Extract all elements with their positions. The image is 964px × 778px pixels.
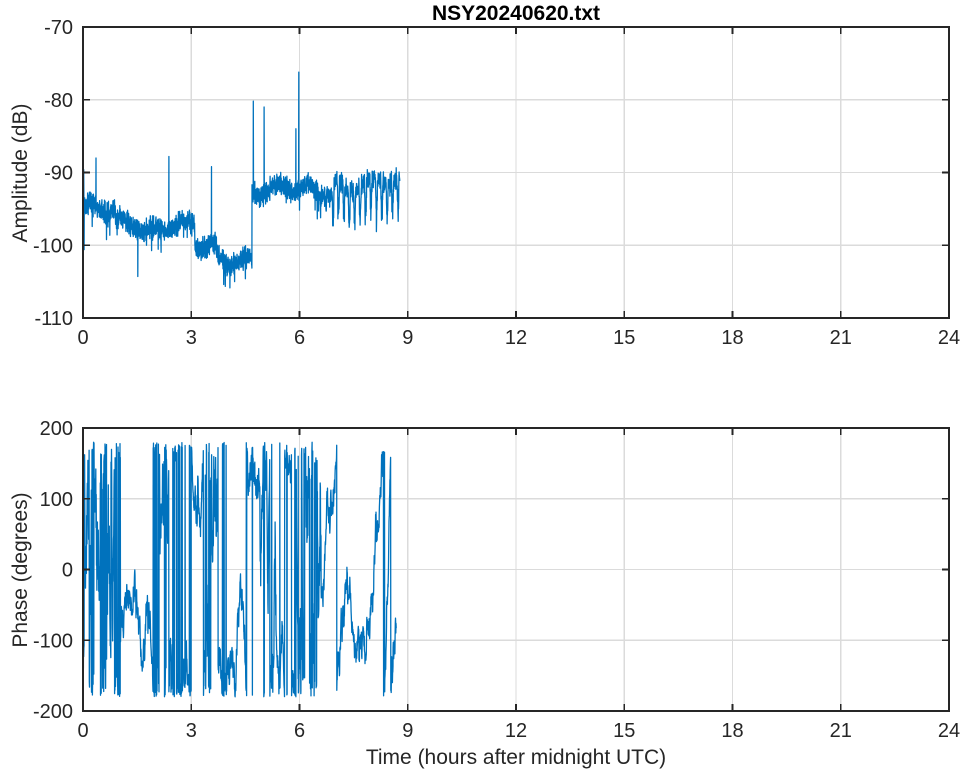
x-tick-label: 3 — [186, 720, 197, 742]
time-axis-label: Time (hours after midnight UTC) — [365, 746, 667, 769]
y-tick-label: -200 — [33, 701, 73, 723]
x-tick-label: 21 — [830, 720, 852, 742]
x-tick-label: 24 — [938, 327, 960, 349]
x-tick-label: 18 — [721, 327, 743, 349]
x-tick-label: 21 — [830, 327, 852, 349]
amplitude-subplot: 0 3 6 9 12 15 18 21 24 -110 -100 -90 -80 -70 — [33, 17, 960, 349]
x-tick-label: 18 — [721, 720, 743, 742]
x-tick-label: 15 — [613, 720, 635, 742]
x-tick-label: 0 — [77, 720, 88, 742]
phase-trace — [83, 441, 397, 698]
figure-title: NSY20240620.txt — [431, 2, 601, 25]
phase-subplot: 0 3 6 9 12 15 18 21 24 -200 -100 0 100 200 — [33, 418, 960, 742]
y-tick-label: 0 — [62, 560, 73, 582]
x-tick-label: 9 — [402, 720, 413, 742]
x-tick-label: 6 — [294, 327, 305, 349]
amplitude-series-group — [83, 71, 401, 289]
y-tick-label: 100 — [40, 489, 73, 511]
amplitude-trace — [83, 71, 401, 289]
x-tick-label: 12 — [505, 327, 527, 349]
y-tick-label: -80 — [44, 90, 73, 112]
y-tick-label: -90 — [44, 163, 73, 185]
x-tick-label: 9 — [402, 327, 413, 349]
x-tick-label: 6 — [294, 720, 305, 742]
phase-series-group — [83, 441, 397, 698]
y-tick-label: -70 — [44, 17, 73, 39]
y-tick-label: -110 — [34, 308, 73, 330]
x-tick-label: 15 — [613, 327, 635, 349]
y-tick-label: 200 — [40, 418, 73, 440]
x-tick-label: 0 — [77, 327, 88, 349]
x-tick-label: 12 — [505, 720, 527, 742]
y-tick-label: -100 — [33, 235, 73, 257]
y-tick-label: -100 — [33, 630, 73, 652]
x-tick-label: 3 — [186, 327, 197, 349]
x-tick-label: 24 — [938, 720, 960, 742]
